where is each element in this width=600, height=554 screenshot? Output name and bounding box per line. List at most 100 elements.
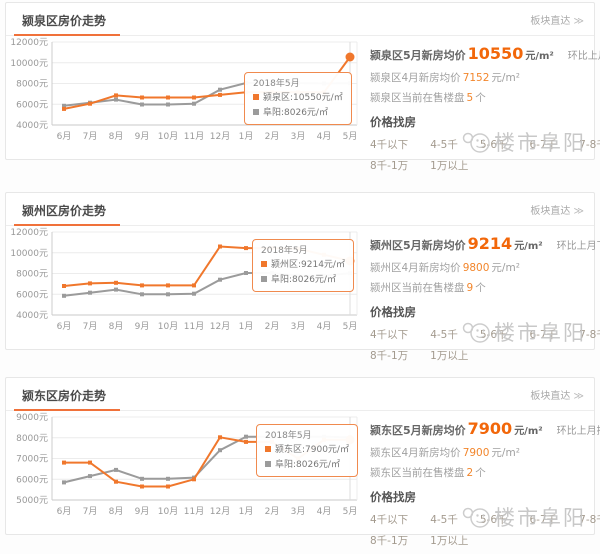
price-filter-link[interactable]: 4-5千 [430,514,458,526]
price-filter-row-2: 8千-1万 1万以上 [370,533,586,548]
svg-text:10000元: 10000元 [10,249,48,259]
tooltip-series-city: 阜阳:8026元/㎡ [265,458,349,472]
tooltip-date: 2018年5月 [265,431,312,441]
price-filter-link[interactable]: 8千-1万 [370,535,409,547]
panel-header: 颍泉区房价走势 板块直达 ≫ [6,3,594,36]
price-filter-row-1: 4千以下 4-5千 5-6千 6-7千 7-8千 [370,512,600,527]
price-filter-row-1: 4千以下 4-5千 5-6千 6-7千 7-8千 [370,137,600,152]
svg-text:11月: 11月 [184,506,204,517]
price-filter-link[interactable]: 8千-1万 [370,350,409,362]
svg-text:6000元: 6000元 [16,100,48,110]
price-filter-link[interactable]: 4千以下 [370,329,409,341]
chevron-double-icon: ≫ [573,391,584,402]
svg-text:5月: 5月 [343,506,358,517]
svg-text:7000元: 7000元 [16,455,48,465]
svg-text:6月: 6月 [57,131,72,142]
quick-nav-link[interactable]: 板块直达 ≫ [530,387,584,402]
price-filter-link[interactable]: 6-7千 [529,139,558,151]
svg-text:4000元: 4000元 [16,121,48,131]
chart-tooltip: 2018年5月 颍泉区:10550元/㎡ 阜阳:8026元/㎡ [244,72,352,126]
price-filter-link[interactable]: 1万以上 [430,350,469,362]
price-filter-link[interactable]: 4千以下 [370,514,409,526]
price-filter-link[interactable]: 6-7千 [529,514,558,526]
tooltip-series-district: 颍州区:9214元/㎡ [261,258,345,272]
price-filter-row-1: 4千以下 4-5千 5-6千 6-7千 7-8千 [370,327,600,342]
svg-text:7月: 7月 [83,321,98,332]
price-filter-link[interactable]: 4-5千 [430,139,458,151]
svg-text:8000元: 8000元 [16,270,48,280]
price-unit: 元/m² [525,51,554,62]
svg-text:11月: 11月 [184,321,204,332]
price-filter-link[interactable]: 1万以上 [430,535,469,547]
svg-text:12000元: 12000元 [10,228,48,238]
prev-price-line: 颍泉区4月新房均价 7152 元/m² [370,72,520,84]
quick-nav-label: 板块直达 [530,16,571,27]
svg-text:6000元: 6000元 [16,475,48,485]
price-filter-link[interactable]: 7-8千 [579,139,600,151]
price-search-heading: 价格找房 [370,115,416,129]
current-price-value: 10550 [467,44,524,63]
current-price-value: 7900 [467,419,513,438]
district-series-marker-icon [261,261,267,268]
price-filter-row-2: 8千-1万 1万以上 [370,348,586,363]
mom-change: 环比上月下降 ↓5.98% [556,241,600,252]
tooltip-series-district: 颍东区:7900元/㎡ [265,443,349,457]
svg-text:5月: 5月 [343,131,358,142]
svg-text:10月: 10月 [158,321,178,332]
svg-text:12月: 12月 [210,131,230,142]
svg-text:3月: 3月 [291,506,306,517]
svg-text:5月: 5月 [343,321,358,332]
price-filter-link[interactable]: 5-6千 [479,139,508,151]
price-filter-link[interactable]: 1万以上 [430,160,469,172]
district-price-panel-yingdong: 颍东区房价走势 板块直达 ≫ 9000元 8000元 7000元 6000元 5000元… [5,377,600,547]
tooltip-date: 2018年5月 [253,79,300,89]
mom-change: 环比上月增长 ↑47.51% [567,51,600,62]
price-filter-row-2: 8千-1万 1万以上 [370,158,586,173]
prev-price-value: 7900 [462,447,490,459]
quick-nav-link[interactable]: 板块直达 ≫ [530,12,584,27]
svg-text:5000元: 5000元 [16,496,48,506]
chart-tooltip: 2018年5月 颍东区:7900元/㎡ 阜阳:8026元/㎡ [256,424,358,478]
price-trend-chart[interactable]: 12000元 10000元 8000元 6000元 4000元 6月 7月 8月 9月 10月 11… [6,36,364,179]
svg-text:4月: 4月 [317,131,332,142]
price-filter-link[interactable]: 4-5千 [430,329,458,341]
city-series-marker-icon [265,460,271,467]
prev-price-value: 9800 [462,262,490,274]
svg-text:8月: 8月 [109,131,124,142]
prev-price-line: 颍州区4月新房均价 9800 元/m² [370,262,520,274]
price-filter-link[interactable]: 6-7千 [529,329,558,341]
district-series-marker-icon [265,446,271,453]
svg-text:10月: 10月 [158,506,178,517]
prev-price-line: 颍东区4月新房均价 7900 元/m² [370,447,520,459]
tooltip-series-district: 颍泉区:10550元/㎡ [253,91,343,105]
price-trend-chart[interactable]: 9000元 8000元 7000元 6000元 5000元 6月 7月 8月 9月 10月 11月 1… [6,411,364,554]
svg-text:8000元: 8000元 [16,434,48,444]
listings-line: 颍东区当前在售楼盘 2 个 [370,467,486,479]
svg-text:9月: 9月 [135,131,150,142]
svg-text:8000元: 8000元 [16,80,48,90]
price-filter-link[interactable]: 7-8千 [579,514,600,526]
svg-text:2月: 2月 [265,131,280,142]
panel-body: 12000元 10000元 8000元 6000元 4000元 6月 7月 8月 9月 10月 11… [6,226,600,369]
city-series-marker-icon [253,108,259,115]
svg-text:9000元: 9000元 [16,413,48,423]
panel-header: 颍东区房价走势 板块直达 ≫ [6,378,594,411]
quick-nav-link[interactable]: 板块直达 ≫ [530,202,584,217]
listings-count: 2 [466,467,474,479]
price-trend-chart[interactable]: 12000元 10000元 8000元 6000元 4000元 6月 7月 8月 9月 10月 11… [6,226,364,369]
panel-body: 12000元 10000元 8000元 6000元 4000元 6月 7月 8月 9月 10月 11… [6,36,600,179]
current-price-value: 9214 [467,234,513,253]
svg-text:1月: 1月 [239,506,254,517]
price-filter-link[interactable]: 5-6千 [479,514,508,526]
price-filter-link[interactable]: 8千-1万 [370,160,409,172]
svg-text:4月: 4月 [317,321,332,332]
svg-text:6月: 6月 [57,321,72,332]
price-filter-link[interactable]: 7-8千 [579,329,600,341]
price-filter-link[interactable]: 4千以下 [370,139,409,151]
price-filter-link[interactable]: 5-6千 [479,329,508,341]
svg-text:2月: 2月 [265,506,280,517]
